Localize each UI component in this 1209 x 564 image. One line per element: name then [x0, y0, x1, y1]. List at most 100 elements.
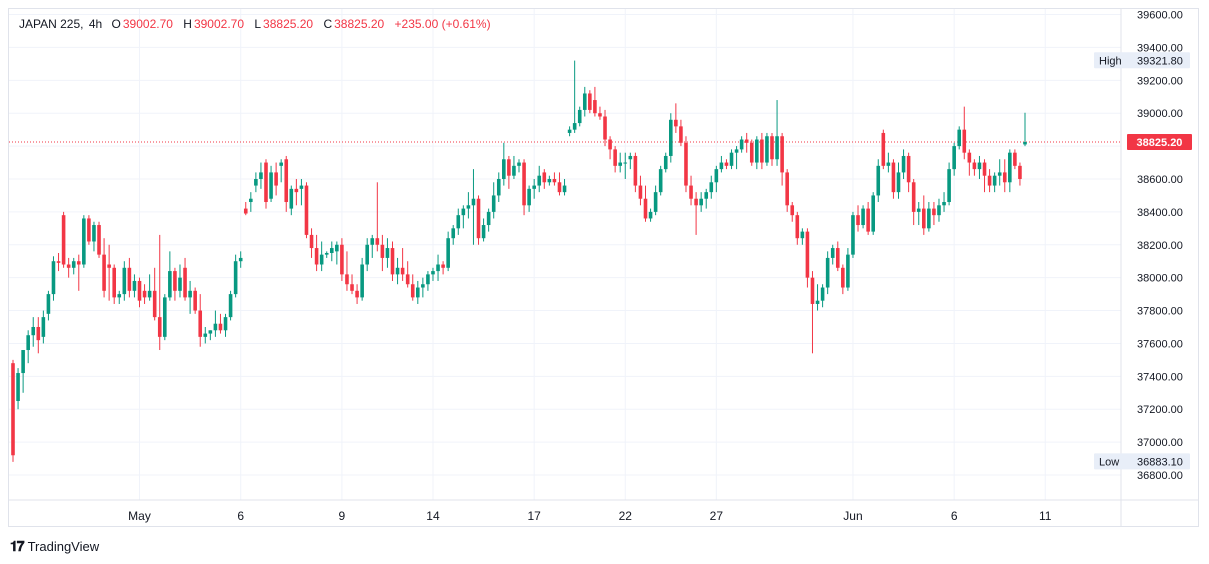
- candle-body: [107, 264, 111, 268]
- candle-body: [820, 287, 825, 301]
- candle-body: [785, 172, 789, 206]
- candle-body: [997, 172, 1002, 176]
- candle-body: [922, 208, 926, 229]
- y-tick-label: 37600.00: [1137, 338, 1183, 350]
- y-tick-label: 38400.00: [1137, 207, 1183, 219]
- candle-body: [835, 248, 840, 268]
- candle-body: [628, 155, 633, 160]
- candle-body: [56, 261, 61, 263]
- candle-body: [765, 136, 769, 163]
- chart-frame: [8, 8, 1199, 527]
- candle-body: [633, 155, 638, 186]
- candle-body: [886, 162, 891, 166]
- candle-body: [178, 277, 182, 291]
- candle-body: [562, 185, 567, 193]
- candle-body: [21, 350, 25, 374]
- candle-body: [436, 264, 440, 272]
- candle-body: [598, 113, 602, 117]
- candle-body: [319, 254, 324, 265]
- candle-body: [684, 142, 688, 186]
- candle-body: [355, 290, 359, 298]
- candle-body: [663, 155, 668, 170]
- candle-body: [122, 267, 127, 295]
- candle-body: [491, 195, 496, 212]
- candle-body: [755, 139, 759, 163]
- candle-body: [846, 254, 850, 288]
- candle-body: [638, 185, 643, 199]
- candle-body: [790, 205, 795, 216]
- low-marker-label: Low: [1099, 456, 1119, 468]
- candle-body: [228, 294, 233, 318]
- legend-close-label: C: [323, 17, 333, 31]
- candle-body: [264, 162, 268, 203]
- candle-body: [112, 267, 116, 298]
- candle-body: [309, 234, 314, 249]
- candle-body: [87, 218, 91, 242]
- candle-body: [243, 208, 248, 214]
- y-tick-label: 36800.00: [1137, 470, 1183, 482]
- candle-body: [674, 119, 678, 127]
- candle-body: [734, 149, 739, 153]
- candle-body: [421, 284, 425, 288]
- candle-body: [841, 267, 845, 288]
- candle-body: [947, 169, 951, 203]
- y-tick-label: 38000.00: [1137, 273, 1183, 285]
- candle-body: [395, 267, 400, 275]
- x-tick-label: 11: [1039, 509, 1052, 523]
- candle-body: [390, 248, 395, 275]
- candle-body: [431, 271, 435, 275]
- candle-body: [304, 185, 309, 235]
- candle-body: [314, 248, 319, 265]
- candle-body: [775, 136, 779, 160]
- candle-body: [724, 162, 729, 166]
- candle-body: [577, 109, 582, 124]
- candle-body: [810, 277, 815, 304]
- candle-body: [496, 178, 501, 196]
- legend-interval: 4h: [88, 17, 103, 31]
- candle-body: [901, 155, 906, 173]
- legend-high-value: 39002.70: [193, 17, 245, 31]
- y-tick-label: 39200.00: [1137, 75, 1183, 87]
- legend-open-value: 39002.70: [122, 17, 173, 31]
- legend-change: +235.00 (+0.61%): [394, 17, 491, 31]
- candle-body: [238, 257, 243, 262]
- legend-low-value: 38825.20: [263, 17, 314, 31]
- candle-body: [365, 244, 369, 265]
- candle-body: [400, 267, 405, 275]
- candle-body: [157, 317, 162, 337]
- candle-body: [552, 178, 557, 183]
- y-tick-label: 37800.00: [1137, 306, 1183, 318]
- candle-body: [410, 284, 415, 298]
- candle-body: [815, 300, 820, 304]
- candle-body: [937, 205, 941, 216]
- candle-body: [198, 310, 203, 337]
- candle-body: [896, 172, 901, 193]
- candle-body: [147, 290, 152, 298]
- candle-body: [31, 326, 36, 336]
- candle-body: [461, 208, 466, 216]
- candle-body: [805, 231, 810, 278]
- candle-body: [446, 238, 450, 268]
- candle-body: [66, 264, 71, 268]
- candle-body: [876, 165, 881, 196]
- candle-body: [142, 290, 147, 298]
- candle-body: [957, 129, 962, 147]
- candle-body: [137, 280, 142, 301]
- x-tick-label: Jun: [843, 509, 862, 523]
- candle-body: [168, 271, 172, 298]
- candle-body: [927, 208, 931, 229]
- x-tick-label: 14: [426, 509, 440, 523]
- candle-body: [608, 139, 612, 150]
- candle-body: [699, 198, 703, 206]
- candle-body: [183, 267, 187, 298]
- candle-body: [572, 123, 577, 130]
- candle-body: [299, 185, 304, 189]
- legend-high-label: H: [183, 17, 192, 31]
- footer-brand[interactable]: 𝟏𝟕 TradingView: [10, 538, 99, 555]
- candle-body: [117, 294, 122, 298]
- candle-body: [223, 317, 228, 331]
- candle-body: [851, 215, 855, 255]
- candle-body: [456, 215, 461, 229]
- candle-body: [881, 132, 886, 166]
